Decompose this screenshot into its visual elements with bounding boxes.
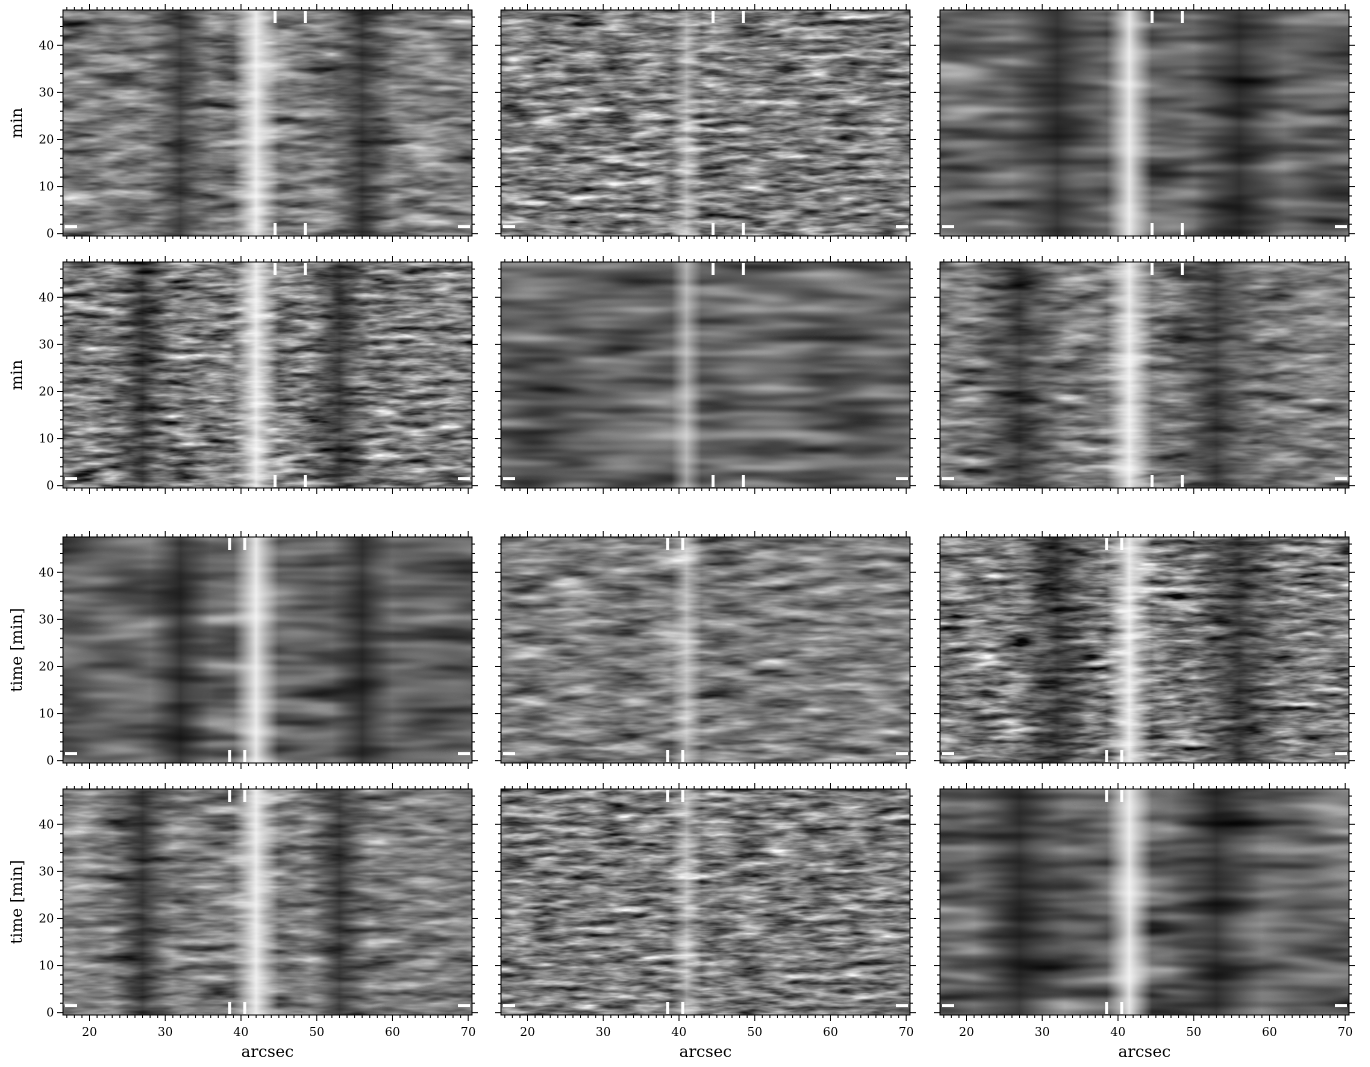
x-tick-label: 30	[158, 1025, 173, 1039]
panel-r2-c2	[495, 256, 916, 494]
y-tick-label: 0	[46, 1006, 54, 1020]
x-axis-label: arcsec	[1118, 1042, 1171, 1061]
panel-frame	[62, 536, 473, 764]
x-tick-label: 20	[520, 1025, 535, 1039]
panel-r4-c2: 20 30 40 50 60 70 arcsec	[495, 783, 916, 1061]
x-tick-label: 30	[596, 1025, 611, 1039]
y-tick-label: 20	[39, 384, 54, 398]
panel-r4-c3: 20 30 40 50 60 70 arcsec	[934, 783, 1355, 1061]
panel-frame	[500, 261, 911, 489]
panel-frame	[939, 788, 1350, 1016]
y-tick-label: 30	[39, 337, 54, 351]
x-tick-label: 40	[1110, 1025, 1125, 1039]
panel-r4-c1: 0 10 20 30 40 time [min] 20 30 40 50 60 70 arcsec	[7, 783, 478, 1061]
y-tick-label: 10	[39, 180, 54, 194]
panel-r3-c1: 0 10 20 30 40 time [min]	[7, 531, 478, 769]
x-tick-label: 20	[959, 1025, 974, 1039]
panel-r2-c3	[934, 256, 1355, 494]
x-tick-label: 60	[385, 1025, 400, 1039]
y-tick-label: 20	[39, 659, 54, 673]
y-tick-label: 30	[39, 864, 54, 878]
x-axis-label: arcsec	[241, 1042, 294, 1061]
y-tick-label: 40	[39, 817, 54, 831]
time-slice-image	[940, 537, 1349, 763]
panel-frame	[939, 261, 1350, 489]
y-tick-label: 10	[39, 707, 54, 721]
x-tick-label: 70	[1338, 1025, 1353, 1039]
panel-grid: 0 10 20 30 40 min 0 10 20 30 40 min 0 10 20 30 40 time [m…	[7, 4, 1355, 1061]
x-tick-label: 70	[461, 1025, 476, 1039]
time-slice-image	[63, 789, 472, 1015]
x-tick-label: 20	[82, 1025, 97, 1039]
panel-frame	[500, 9, 911, 237]
y-tick-label: 30	[39, 612, 54, 626]
panel-r1-c3	[934, 4, 1355, 242]
panel-r3-c3	[934, 531, 1355, 769]
y-tick-label: 40	[39, 290, 54, 304]
y-tick-label: 0	[46, 479, 54, 493]
panel-frame	[500, 788, 911, 1016]
y-tick-label: 0	[46, 227, 54, 241]
x-tick-label: 50	[1186, 1025, 1201, 1039]
panel-r1-c2	[495, 4, 916, 242]
time-slice-image	[63, 10, 472, 236]
x-tick-label: 40	[671, 1025, 686, 1039]
panel-frame	[62, 9, 473, 237]
y-axis-label: min	[7, 108, 26, 139]
panel-frame	[62, 788, 473, 1016]
time-slice-image	[501, 789, 910, 1015]
time-slice-image	[501, 537, 910, 763]
panel-r3-c2	[495, 531, 916, 769]
y-tick-label: 40	[39, 38, 54, 52]
y-tick-label: 10	[39, 432, 54, 446]
panel-frame	[939, 536, 1350, 764]
time-slice-image	[940, 789, 1349, 1015]
time-slice-image	[940, 10, 1349, 236]
x-axis-label: arcsec	[679, 1042, 732, 1061]
x-tick-label: 70	[899, 1025, 914, 1039]
panel-frame	[500, 536, 911, 764]
y-axis-label: time [min]	[7, 608, 26, 692]
panel-r1-c1: 0 10 20 30 40 min	[7, 4, 478, 242]
panel-frame	[62, 261, 473, 489]
time-slice-image	[63, 537, 472, 763]
y-axis-label: time [min]	[7, 860, 26, 944]
y-tick-label: 30	[39, 85, 54, 99]
y-tick-label: 40	[39, 565, 54, 579]
time-slice-image	[63, 262, 472, 488]
panel-r2-c1: 0 10 20 30 40 min	[7, 256, 478, 494]
time-slice-image	[501, 262, 910, 488]
time-slice-image	[940, 262, 1349, 488]
time-slice-image	[501, 10, 910, 236]
x-tick-label: 40	[233, 1025, 248, 1039]
panel-frame	[939, 9, 1350, 237]
x-tick-label: 60	[823, 1025, 838, 1039]
x-tick-label: 30	[1035, 1025, 1050, 1039]
y-tick-label: 20	[39, 132, 54, 146]
y-tick-label: 10	[39, 959, 54, 973]
y-tick-label: 0	[46, 754, 54, 768]
x-tick-label: 60	[1262, 1025, 1277, 1039]
y-tick-label: 20	[39, 911, 54, 925]
x-tick-label: 50	[747, 1025, 762, 1039]
x-tick-label: 50	[309, 1025, 324, 1039]
y-axis-label: min	[7, 360, 26, 391]
